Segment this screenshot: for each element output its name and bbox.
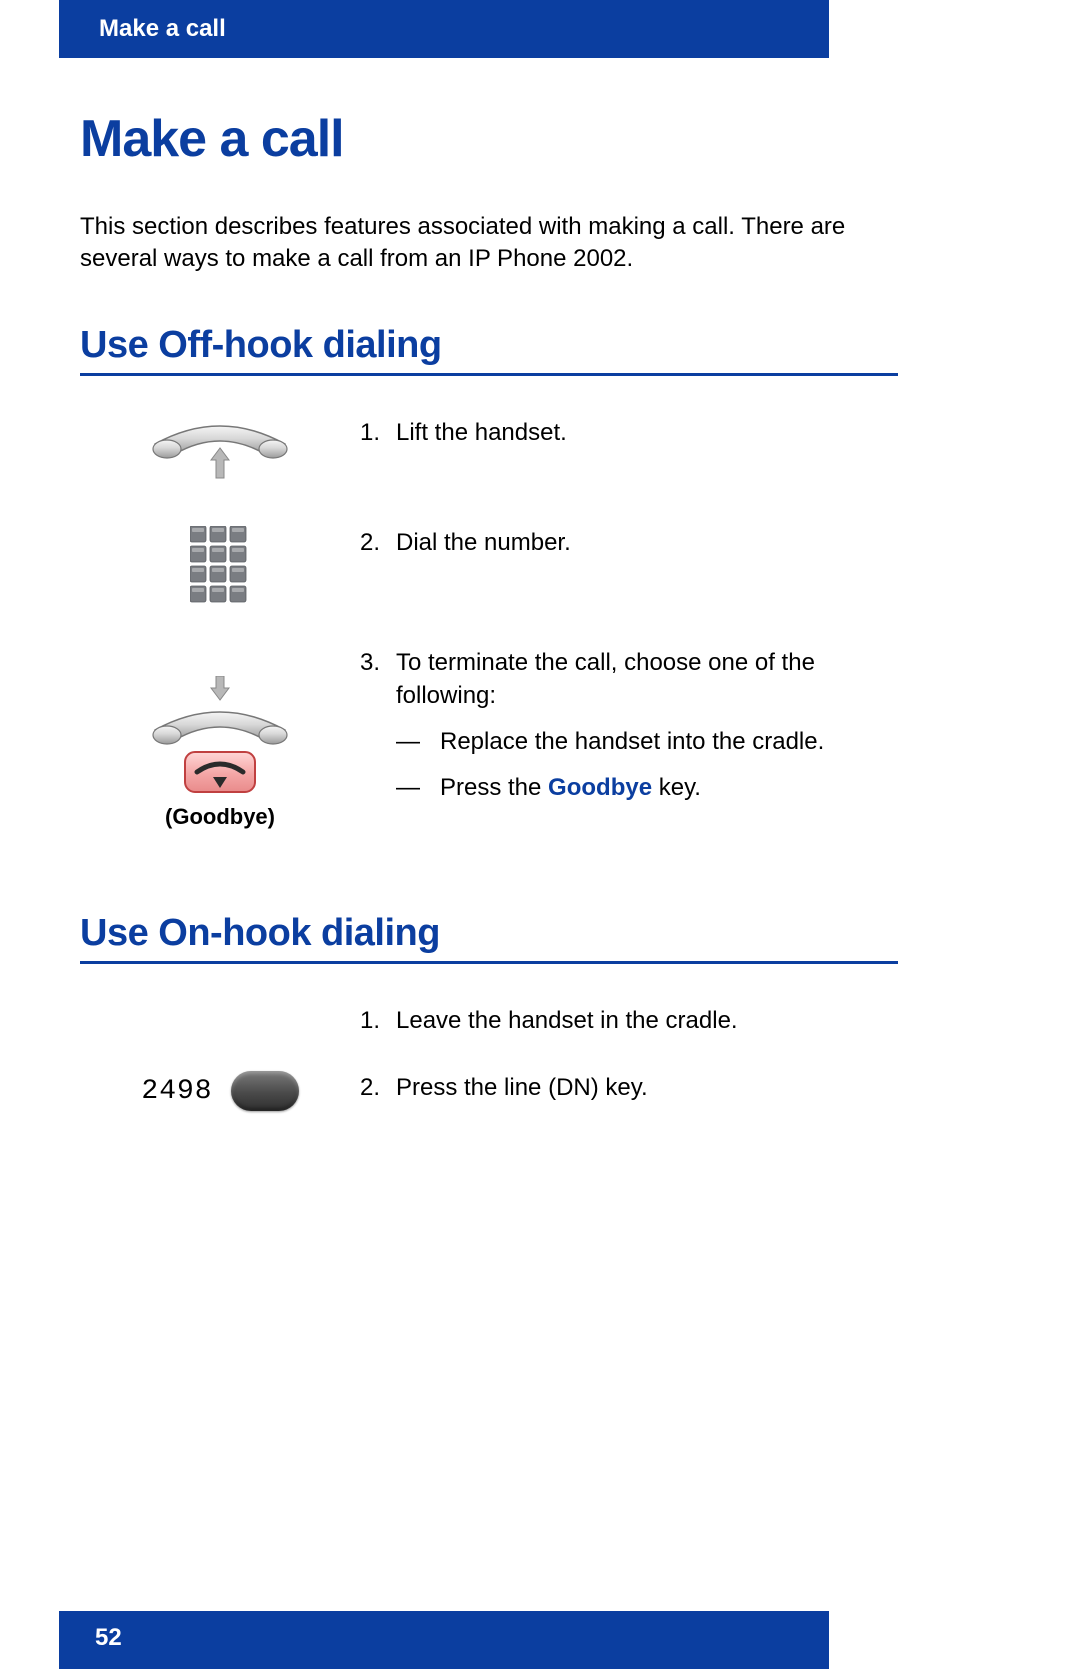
- sub-item: — Replace the handset into the cradle.: [396, 725, 898, 759]
- step-body: Lift the handset.: [396, 416, 567, 450]
- goodbye-keyword: Goodbye: [548, 774, 652, 801]
- step-row: 1. Leave the handset in the cradle.: [80, 1004, 898, 1038]
- step-number: 1.: [360, 416, 396, 450]
- page-content: Make a call This section describes featu…: [80, 95, 898, 1151]
- section-rule: [80, 961, 898, 964]
- sub-text: Press the Goodbye key.: [440, 771, 701, 805]
- step-text: 3. To terminate the call, choose one of …: [360, 646, 898, 816]
- step-body: Dial the number.: [396, 526, 571, 560]
- header-band: Make a call: [59, 0, 829, 58]
- sub-list: — Replace the handset into the cradle. —…: [360, 725, 898, 804]
- icon-col: 2498: [80, 1071, 360, 1111]
- sub-dash: —: [396, 725, 440, 759]
- step-text: 2. Dial the number.: [360, 526, 898, 560]
- icon-col: (Goodbye): [80, 646, 360, 830]
- section-title-offhook: Use Off-hook dialing: [80, 324, 898, 373]
- section-rule: [80, 373, 898, 376]
- dn-number-label: 2498: [141, 1076, 212, 1107]
- step-text: 2. Press the line (DN) key.: [360, 1071, 898, 1105]
- step-number: 2.: [360, 526, 396, 560]
- step-number: 2.: [360, 1071, 396, 1105]
- step-text: 1. Lift the handset.: [360, 416, 898, 450]
- step-row: 1. Lift the handset.: [80, 416, 898, 486]
- dn-key-icon: 2498: [141, 1071, 298, 1111]
- step-body: To terminate the call, choose one of the…: [396, 646, 898, 713]
- step-text: 1. Leave the handset in the cradle.: [360, 1004, 898, 1038]
- handset-hangup-icon: [145, 676, 295, 796]
- sub-text-post: key.: [652, 774, 701, 801]
- header-section-label: Make a call: [99, 15, 226, 43]
- handset-lift-icon: [145, 416, 295, 486]
- footer-band: 52: [59, 1611, 829, 1669]
- sub-item: — Press the Goodbye key.: [396, 771, 898, 805]
- sub-text: Replace the handset into the cradle.: [440, 725, 824, 759]
- icon-col: [80, 526, 360, 606]
- step-number: 3.: [360, 646, 396, 713]
- page-number: 52: [95, 1624, 122, 1652]
- step-row: (Goodbye) 3. To terminate the call, choo…: [80, 646, 898, 830]
- dn-button-graphic: [231, 1071, 299, 1111]
- step-body: Leave the handset in the cradle.: [396, 1004, 738, 1038]
- step-number: 1.: [360, 1004, 396, 1038]
- page-title: Make a call: [80, 109, 898, 169]
- intro-paragraph: This section describes features associat…: [80, 211, 898, 276]
- step-row: 2. Dial the number.: [80, 526, 898, 606]
- icon-col: [80, 416, 360, 486]
- sub-text-pre: Press the: [440, 774, 548, 801]
- section-title-onhook: Use On-hook dialing: [80, 912, 898, 961]
- keypad-icon: [190, 526, 250, 606]
- step-body: Press the line (DN) key.: [396, 1071, 648, 1105]
- goodbye-caption: (Goodbye): [165, 804, 275, 830]
- step-row: 2498 2. Press the line (DN) key.: [80, 1071, 898, 1111]
- sub-dash: —: [396, 771, 440, 805]
